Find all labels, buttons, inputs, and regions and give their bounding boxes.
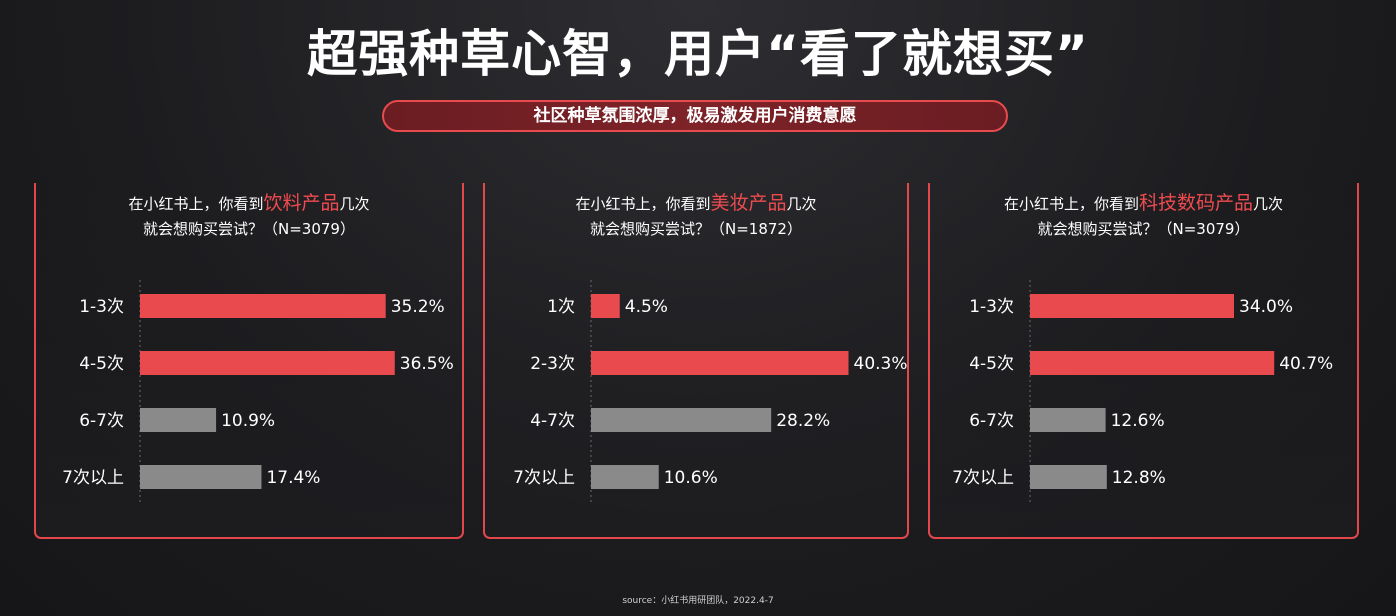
category-label: 6-7次 bbox=[969, 411, 1014, 431]
question-highlight: 饮料产品 bbox=[263, 192, 340, 214]
value-label: 17.4% bbox=[266, 468, 320, 488]
chart-panel-tech: 在小红书上，你看到科技数码产品几次 就会想购买尝试？（N=3079） 1-3次 3… bbox=[928, 183, 1359, 539]
chart-question: 在小红书上，你看到美妆产品几次 就会想购买尝试？（N=1872） bbox=[485, 191, 907, 242]
bar bbox=[140, 351, 395, 375]
value-label: 35.2% bbox=[391, 297, 445, 317]
bar bbox=[1030, 294, 1234, 318]
category-label: 4-7次 bbox=[530, 411, 575, 431]
value-label: 40.7% bbox=[1279, 354, 1333, 374]
category-label: 7次以上 bbox=[952, 468, 1014, 488]
subtitle-banner: 社区种草氛围浓厚，极易激发用户消费意愿 bbox=[382, 100, 1008, 132]
value-label: 28.2% bbox=[776, 411, 830, 431]
value-label: 34.0% bbox=[1239, 297, 1293, 317]
bar bbox=[1030, 465, 1107, 489]
chart-panel-beverage: 在小红书上，你看到饮料产品几次 就会想购买尝试？（N=3079） 1-3次 35.… bbox=[34, 183, 464, 539]
question-line2: 就会想购买尝试？（N=3079） bbox=[1037, 220, 1250, 238]
category-label: 7次以上 bbox=[513, 468, 575, 488]
category-label: 6-7次 bbox=[79, 411, 124, 431]
category-label: 4-5次 bbox=[79, 354, 124, 374]
question-line2: 就会想购买尝试？（N=3079） bbox=[143, 220, 355, 238]
value-label: 36.5% bbox=[400, 354, 454, 374]
category-label: 1次 bbox=[547, 297, 575, 317]
category-label: 1-3次 bbox=[79, 297, 124, 317]
value-label: 10.6% bbox=[664, 468, 718, 488]
question-suffix: 几次 bbox=[786, 195, 817, 213]
chart-question: 在小红书上，你看到科技数码产品几次 就会想购买尝试？（N=3079） bbox=[930, 191, 1357, 242]
bar bbox=[1030, 408, 1106, 432]
bar bbox=[591, 465, 659, 489]
bar-chart: 1-3次 34.0% 4-5次 40.7% 6-7次 12.6% 7次以上 12.8% bbox=[952, 280, 1333, 505]
category-label: 1-3次 bbox=[969, 297, 1014, 317]
bar bbox=[140, 465, 262, 489]
value-label: 40.3% bbox=[854, 354, 908, 374]
chart-panel-beauty: 在小红书上，你看到美妆产品几次 就会想购买尝试？（N=1872） 1次 4.5% 2… bbox=[483, 183, 909, 539]
bar-chart: 1-3次 35.2% 4-5次 36.5% 6-7次 10.9% 7次以上 17.4% bbox=[62, 280, 454, 505]
bar bbox=[591, 294, 620, 318]
category-label: 2-3次 bbox=[530, 354, 575, 374]
value-label: 12.8% bbox=[1112, 468, 1166, 488]
bar bbox=[591, 408, 772, 432]
value-label: 4.5% bbox=[625, 297, 668, 317]
question-prefix: 在小红书上，你看到 bbox=[1003, 195, 1139, 213]
value-label: 12.6% bbox=[1111, 411, 1165, 431]
question-suffix: 几次 bbox=[339, 195, 370, 213]
bar bbox=[591, 351, 849, 375]
question-prefix: 在小红书上，你看到 bbox=[575, 195, 711, 213]
bar bbox=[140, 408, 217, 432]
question-line2: 就会想购买尝试？（N=1872） bbox=[590, 220, 802, 238]
question-suffix: 几次 bbox=[1253, 195, 1284, 213]
value-label: 10.9% bbox=[221, 411, 275, 431]
source-note: source：小红书用研团队，2022.4-7 bbox=[622, 596, 774, 606]
bar bbox=[1030, 351, 1275, 375]
category-label: 7次以上 bbox=[62, 468, 124, 488]
category-label: 4-5次 bbox=[969, 354, 1014, 374]
bar-chart: 1次 4.5% 2-3次 40.3% 4-7次 28.2% 7次以上 10.6% bbox=[513, 280, 908, 505]
bar bbox=[140, 294, 386, 318]
question-highlight: 美妆产品 bbox=[710, 192, 787, 214]
question-highlight: 科技数码产品 bbox=[1138, 192, 1253, 214]
page-title: 超强种草心智，用户“看了就想买” bbox=[307, 25, 1089, 83]
question-prefix: 在小红书上，你看到 bbox=[128, 195, 264, 213]
chart-question: 在小红书上，你看到饮料产品几次 就会想购买尝试？（N=3079） bbox=[36, 191, 462, 242]
